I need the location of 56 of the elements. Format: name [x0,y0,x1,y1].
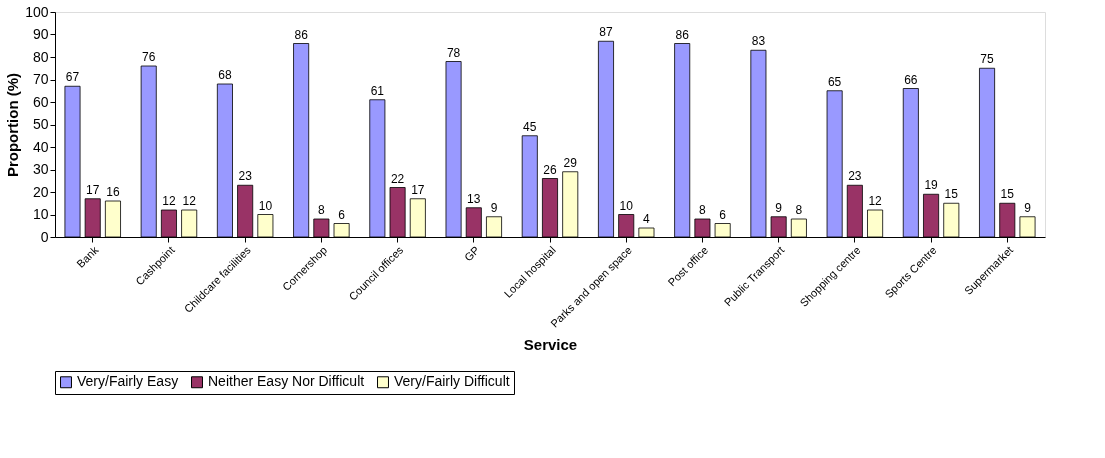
data-label: 4 [643,212,651,226]
legend-label: Neither Easy Nor Difficult [208,373,365,390]
y-tick-label: 10 [32,206,49,222]
data-label: 75 [980,52,995,67]
data-label: 65 [827,74,842,89]
data-label: 67 [65,70,80,85]
data-label: 23 [848,169,862,184]
data-label: 23 [238,169,253,184]
data-label: 8 [795,203,803,217]
data-label: 17 [411,182,425,197]
y-tick-label: 40 [32,138,49,155]
data-label: 12 [162,194,176,208]
x-tick-label: GP [461,243,482,264]
data-label: 10 [619,198,634,213]
y-tick-label: 70 [32,71,49,87]
y-tick-label: 60 [32,93,49,110]
data-label: 66 [904,72,918,87]
y-tick-label: 80 [32,48,49,65]
y-tick-label: 30 [32,161,49,177]
y-tick-label: 100 [25,3,49,20]
y-tick-label: 20 [32,183,49,200]
data-label: 76 [142,50,156,64]
data-label: 8 [318,203,326,217]
legend-label: Very/Fairly Easy [77,373,179,390]
data-label: 45 [523,119,537,134]
data-label: 26 [543,162,557,177]
data-label: 17 [86,182,100,197]
data-label: 78 [446,45,461,60]
data-label: 87 [599,25,613,40]
data-label: 9 [1024,200,1032,215]
data-label: 6 [719,207,727,222]
x-axis-title: Service [523,335,578,353]
data-label: 86 [294,27,309,42]
data-label: 68 [218,68,232,82]
y-tick-label: 50 [32,116,49,132]
data-label: 6 [338,207,346,222]
y-axis-title: Proportion (%) [4,72,22,178]
y-tick-label: 90 [32,26,49,42]
data-label: 61 [370,83,385,98]
data-label: 10 [258,198,273,213]
data-label: 13 [467,191,481,206]
data-label: 16 [106,185,120,199]
data-label: 29 [563,155,578,170]
data-label: 19 [924,178,939,193]
data-label: 12 [182,194,197,208]
data-label: 9 [775,200,783,215]
data-label: 86 [675,27,690,42]
y-tick-label: 0 [40,228,49,245]
legend-label: Very/Fairly Difficult [394,373,510,390]
data-label: 8 [699,203,707,217]
data-label: 22 [390,171,405,186]
data-label: 15 [1000,187,1015,202]
data-label: 12 [868,194,883,208]
data-label: 9 [490,200,498,215]
data-label: 83 [751,34,766,49]
data-label: 15 [944,187,959,202]
